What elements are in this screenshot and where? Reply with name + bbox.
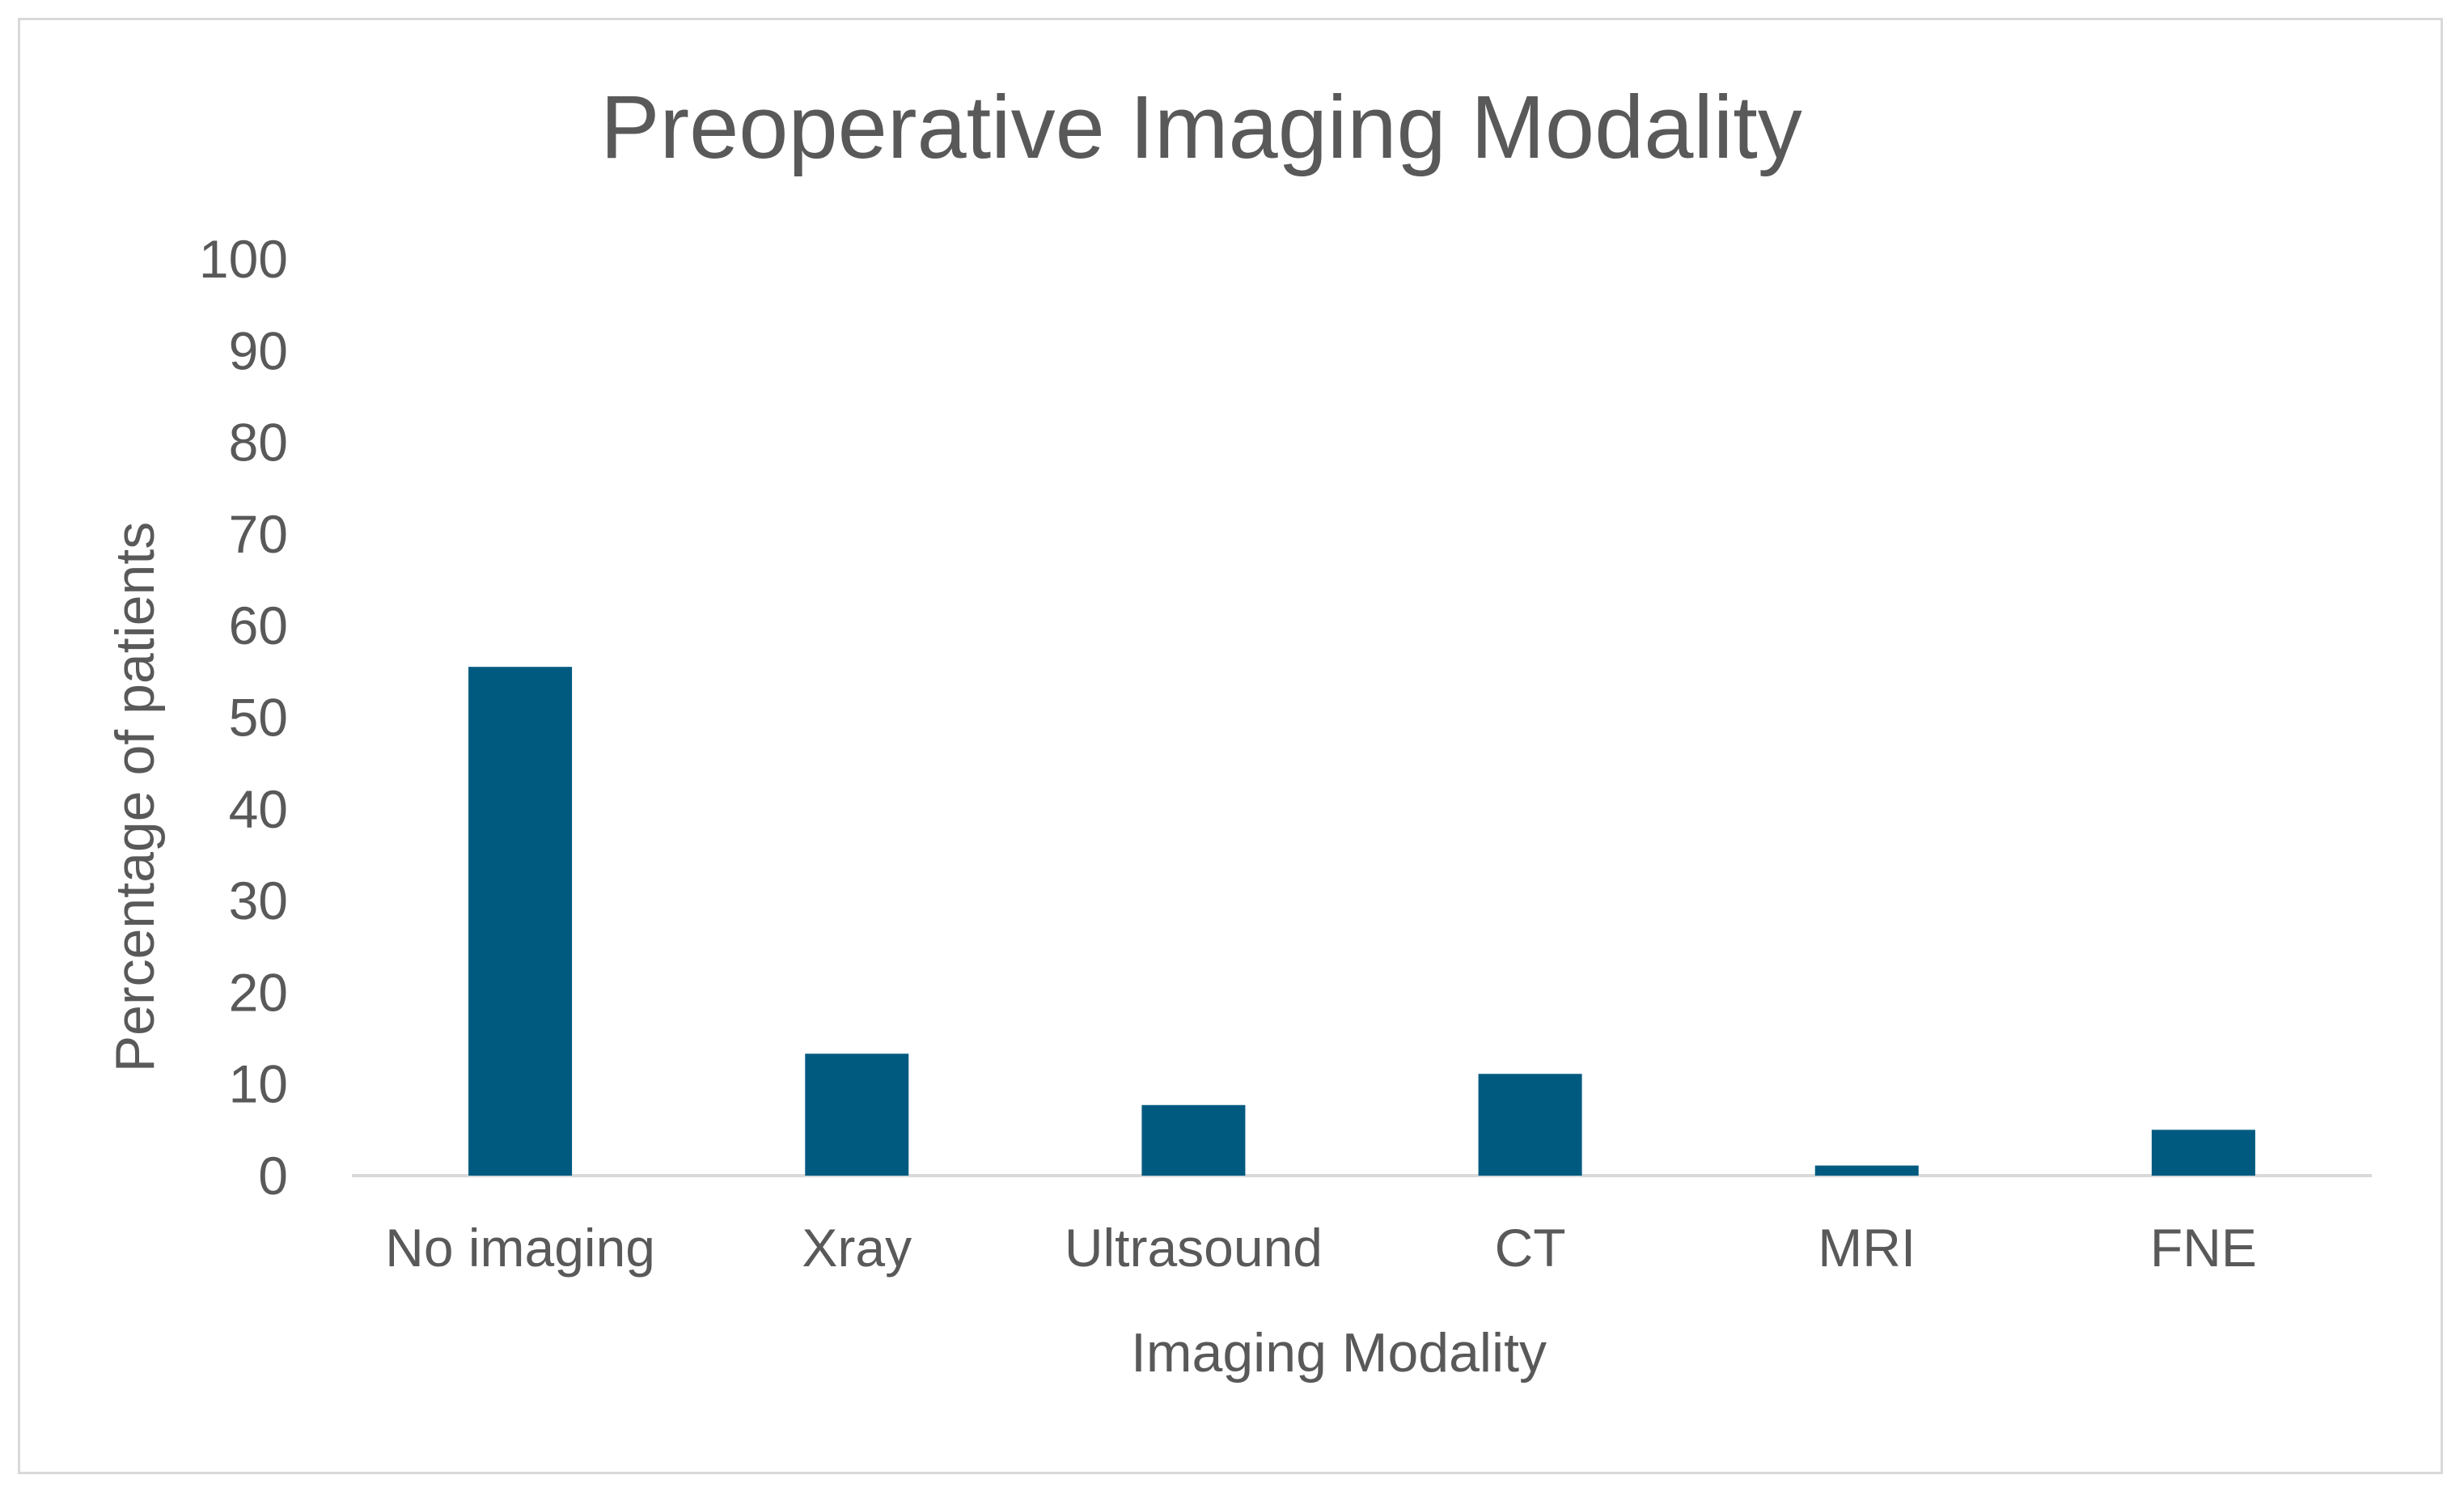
bar — [1478, 1074, 1582, 1176]
y-tick-label: 60 — [229, 596, 288, 655]
y-tick-label: 80 — [229, 413, 288, 473]
bars — [468, 667, 2255, 1176]
x-tick-label: Ultrasound — [1065, 1218, 1323, 1278]
bar — [1814, 1165, 1919, 1176]
x-tick-label: Xray — [802, 1218, 912, 1278]
bar — [1141, 1104, 1246, 1176]
x-axis-label: Imaging Modality — [1131, 1322, 1547, 1384]
y-tick-label: 0 — [258, 1146, 288, 1206]
y-tick-label: 100 — [199, 229, 288, 289]
y-tick-label: 20 — [229, 962, 288, 1022]
y-tick-label: 90 — [229, 320, 288, 380]
x-tick-label: MRI — [1818, 1218, 1916, 1278]
chart-title: Preoperative Imaging Modality — [600, 78, 1802, 177]
x-axis-ticks: No imaging Xray Ultrasound CT MRI FNE — [385, 1218, 2257, 1278]
bar — [2151, 1130, 2255, 1176]
y-axis-label: Percentage of patients — [104, 522, 166, 1072]
y-tick-label: 40 — [229, 779, 288, 839]
y-tick-label: 50 — [229, 688, 288, 748]
y-tick-label: 70 — [229, 504, 288, 564]
x-tick-label: CT — [1495, 1218, 1566, 1278]
chart-area — [18, 18, 2443, 1474]
x-tick-label: No imaging — [385, 1218, 655, 1278]
bar — [468, 667, 573, 1176]
y-axis-ticks: 0 10 20 30 40 50 60 70 80 90 100 — [199, 229, 288, 1206]
y-tick-label: 30 — [229, 871, 288, 930]
bar — [805, 1053, 909, 1176]
x-tick-label: FNE — [2150, 1218, 2257, 1278]
y-tick-label: 10 — [229, 1054, 288, 1114]
